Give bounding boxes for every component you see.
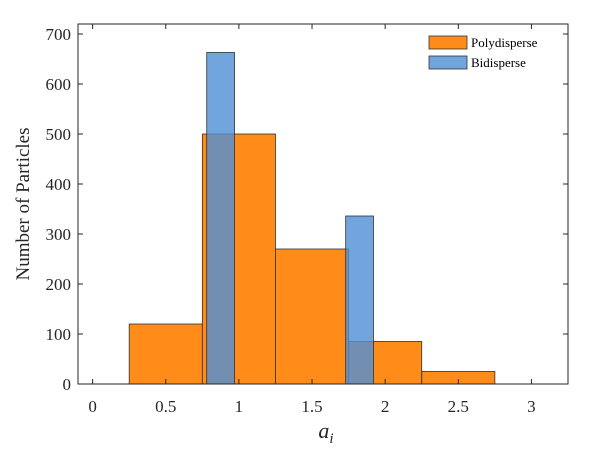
x-axis-label: ai (318, 418, 333, 447)
polydisperse-bar-0 (128, 323, 203, 385)
legend-swatch-0 (428, 35, 468, 50)
legend-swatch-1 (428, 55, 468, 70)
x-axis-label-main: a (318, 418, 329, 443)
x-tick-label-1: 0.5 (155, 397, 176, 416)
bars-layer (128, 52, 496, 385)
y-tick-label-5: 500 (46, 125, 72, 144)
x-tick-label-3: 1.5 (301, 397, 322, 416)
y-axis-label: Number of Particles (13, 127, 34, 280)
y-tick-label-2: 200 (46, 275, 72, 294)
y-tick-label-4: 400 (46, 175, 72, 194)
axes-box (77, 23, 569, 385)
bidisperse-bar-0 (206, 52, 235, 385)
legend-label-1: Bidisperse (471, 55, 526, 70)
y-tick-label-6: 600 (46, 75, 72, 94)
y-tick-label-1: 100 (46, 325, 72, 344)
polydisperse-bar-2 (275, 248, 349, 385)
x-tick-label-4: 2 (381, 397, 390, 416)
legend: Polydisperse Bidisperse (428, 35, 538, 70)
x-tick-label-5: 2.5 (448, 397, 469, 416)
x-axis-label-subscript: i (329, 431, 333, 447)
x-tick-label-2: 1 (235, 397, 244, 416)
x-tick-label-0: 0 (88, 397, 97, 416)
y-tick-label-7: 700 (46, 25, 72, 44)
legend-label-0: Polydisperse (471, 35, 538, 50)
y-tick-label-3: 300 (46, 225, 72, 244)
ticks-layer: 0 0.5 1 1.5 2 2.5 3 0 100 200 300 400 500 600 700 (46, 24, 568, 416)
y-tick-label-0: 0 (63, 375, 72, 394)
x-tick-label-6: 3 (527, 397, 536, 416)
bidisperse-bar-1 (345, 215, 374, 385)
